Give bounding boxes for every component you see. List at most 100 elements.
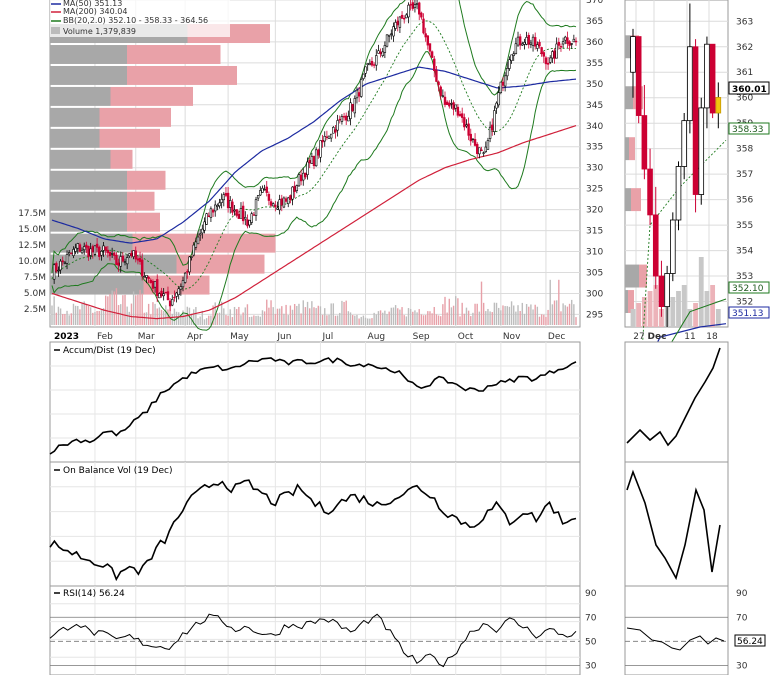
price-tick-label: 370 [586,0,603,6]
volume-bar [87,305,90,325]
candle-body [289,195,292,201]
volume-by-price-up-bar [50,45,127,64]
volume-by-price-up-bar [50,86,111,106]
zoom-price-axis: 352353354355356357358359360361362363 [736,17,753,307]
volume-bar [130,303,133,325]
candle-body [220,199,223,203]
volume-bar [124,294,126,325]
candle-body [495,102,498,109]
candle-body [57,269,60,272]
candle-body [115,254,118,266]
volume-bar [259,316,262,325]
candle-body [418,2,421,15]
candle-body [295,185,299,191]
candle-body [400,14,404,19]
volume-bar [351,315,354,325]
volume-bar [482,302,485,325]
rsi-tick-label: 70 [585,613,597,623]
volume-bar [289,305,292,325]
volume-bar [394,305,397,325]
volume-bar [89,307,92,325]
candle-body [559,46,563,48]
obv-panel: On Balance Vol (19 Dec) [49,461,729,587]
month-label: Jun [276,332,291,342]
volume-bar [508,306,511,325]
candle-body [211,209,215,213]
volume-bar [435,314,438,325]
accum-dist-line [49,357,577,455]
volume-bar [214,302,216,325]
candle-body [484,146,488,152]
candle-body [336,120,339,131]
volume-by-price-down-bar [99,128,160,148]
candle-body [123,261,127,263]
volume-bar [549,279,551,325]
month-axis: 2023 Feb Mar Apr May Jun Jul Aug Sep Oct Nov Dec [54,332,565,342]
volume-bar [442,304,444,325]
candle-body [342,116,346,118]
zoom-volume-bar [710,285,716,327]
volume-bar [182,310,184,325]
volume-bar [210,315,212,325]
volume-tick-label: 15.0M [18,225,46,235]
candle-body [158,293,161,299]
volume-bar [287,315,289,325]
candle-body [491,124,494,131]
candle-body [482,152,485,154]
volume-bar [122,295,124,325]
candle-body [63,262,67,264]
volume-bar [276,308,279,325]
rsi-title: RSI(14) 56.24 [63,589,125,599]
candle-body [61,260,64,263]
rsi-grid [50,586,580,675]
candle-body [353,98,357,114]
volume-bar [502,305,504,325]
volume-bar [311,301,313,325]
candle-body [85,244,88,248]
volume-bar [255,315,257,325]
candle-body [549,57,552,63]
zoom-volume-bars [630,257,721,327]
volume-legend: Volume 1,379,839 [63,27,136,36]
candle-body [542,52,545,57]
bb-mid-path [51,20,577,290]
zoom-price-tick-label: 357 [736,170,753,180]
volume-bar [459,316,461,325]
volume-bar [109,294,111,325]
candle-body [271,203,275,207]
zoom-rsi-line [626,627,725,651]
candle-body [325,136,329,139]
candle-body [70,252,73,255]
volume-by-price-up-bar [50,191,127,211]
candle-body [183,272,187,283]
candle-body [375,55,378,66]
volume-bar [440,316,442,325]
zoom-date-axis: 27 Dec 11 18 [633,332,718,342]
zoom-accum-dist-frame [624,341,729,463]
zoom-rsi-frame [624,585,729,676]
legend: MA(50) 351.13 MA(200) 340.04 BB(20,2.0) … [50,0,230,37]
month-label: Jul [321,332,333,342]
rsi-frame [49,585,581,676]
volume-bar [257,315,259,325]
volume-bar [517,305,519,325]
candle-body [441,95,445,97]
volume-bar [373,312,375,325]
candle-body [428,43,432,52]
volume-bar [180,314,182,325]
volume-bar [487,308,489,325]
candle-body [149,279,152,283]
candle-body [557,41,561,46]
volume-by-price-down-bar [127,191,155,211]
volume-axis: 2.5M 5.0M 7.5M 10.0M 12.5M 15.0M 17.5M [18,209,46,315]
candle-body [65,254,69,264]
volume-bar [238,306,240,325]
candle-body [402,17,406,20]
volume-bar [534,304,536,325]
volume-bar [401,307,403,325]
candle-body [458,113,462,117]
volume-bar [431,313,433,325]
zoom-price-tick-label: 360 [736,94,753,104]
candle-body [360,79,363,97]
